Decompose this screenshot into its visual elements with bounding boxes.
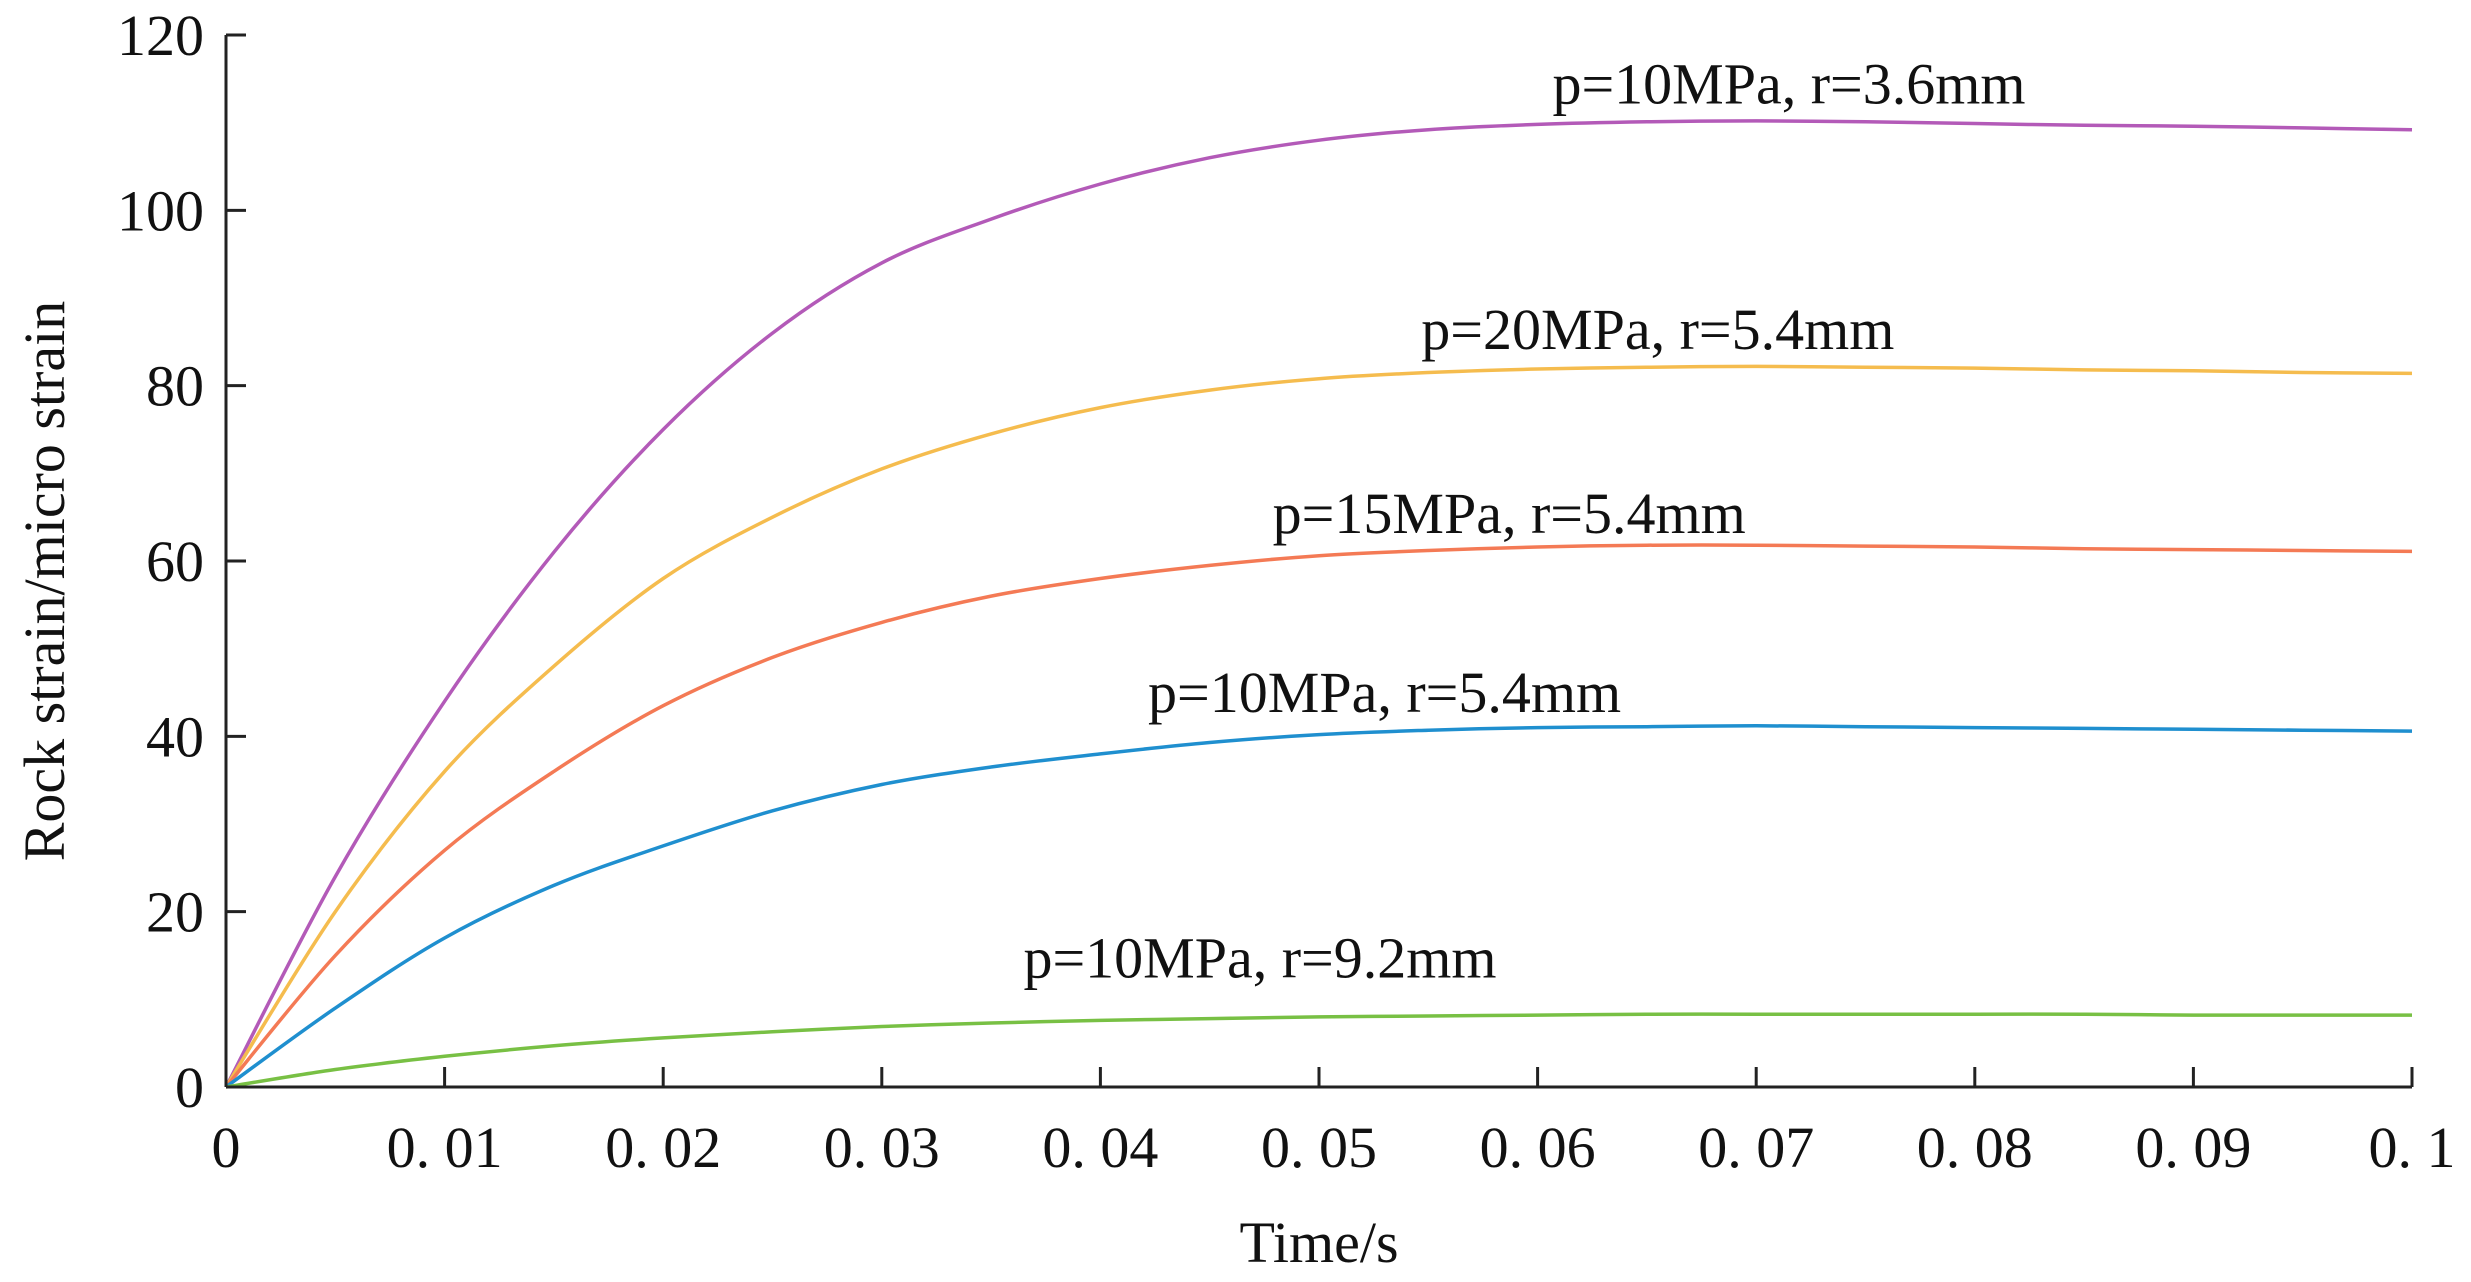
y-tick-label: 120: [117, 3, 204, 68]
y-axis-title: Rock strain/micro strain: [12, 301, 77, 862]
series-label-3: p=15MPa, r=5.4mm: [1273, 481, 1746, 546]
x-tick-label: 0. 04: [1042, 1115, 1158, 1180]
x-tick-label: 0. 01: [387, 1115, 503, 1180]
x-axis-title: Time/s: [1239, 1210, 1398, 1275]
series-layer: [224, 119, 2413, 1089]
series-line-1: [224, 119, 2413, 1088]
y-tick-label: 60: [146, 529, 204, 594]
series-line-5: [225, 1012, 2412, 1089]
x-tick-label: 0. 03: [824, 1115, 940, 1180]
y-tick-label: 80: [146, 354, 204, 419]
x-tick-label: 0. 02: [605, 1115, 721, 1180]
x-tick-label: 0. 08: [1917, 1115, 2033, 1180]
x-tick-label: 0. 07: [1698, 1115, 1814, 1180]
x-tick-label: 0. 06: [1480, 1115, 1596, 1180]
series-labels: p=10MPa, r=3.6mm p=20MPa, r=5.4mm p=15MPa,…: [1023, 51, 2025, 990]
series-line-4: [224, 724, 2413, 1089]
x-ticks: 0 0. 01 0. 02 0. 03 0. 04 0. 05 0. 06 0. 07 0. 0…: [212, 1067, 2456, 1180]
x-tick-label: 0: [212, 1115, 241, 1180]
series-label-2: p=20MPa, r=5.4mm: [1421, 297, 1894, 362]
series-line-3: [224, 543, 2413, 1089]
y-tick-label: 0: [175, 1055, 204, 1120]
y-ticks: 0 20 40 60 80 100 120: [117, 3, 246, 1120]
y-tick-label: 100: [117, 178, 204, 243]
x-tick-label: 0. 09: [2135, 1115, 2251, 1180]
y-tick-label: 20: [146, 880, 204, 945]
series-label-4: p=10MPa, r=5.4mm: [1148, 660, 1621, 725]
series-label-1: p=10MPa, r=3.6mm: [1552, 51, 2025, 116]
x-tick-label: 0. 05: [1261, 1115, 1377, 1180]
series-label-5: p=10MPa, r=9.2mm: [1023, 925, 1496, 990]
y-tick-label: 40: [146, 704, 204, 769]
x-tick-label: 0. 1: [2369, 1115, 2456, 1180]
series-line-2: [224, 364, 2413, 1088]
